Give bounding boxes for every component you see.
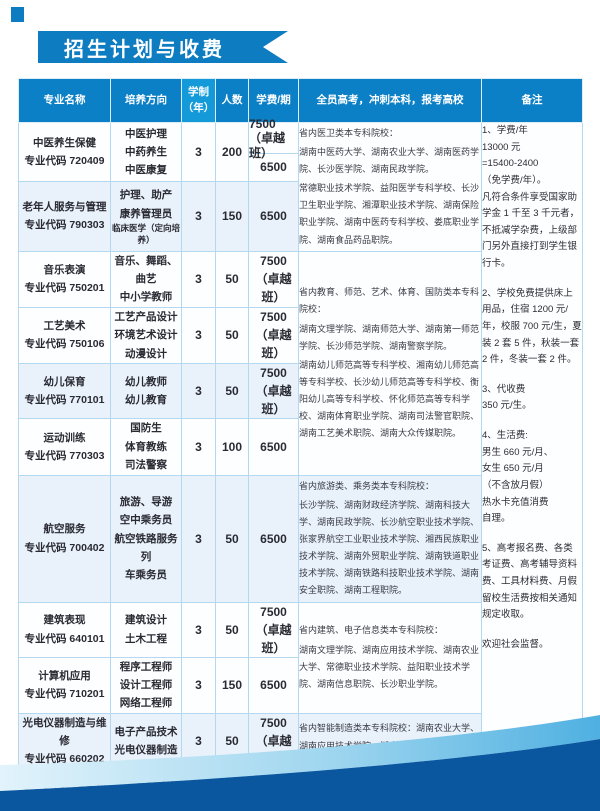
table-row: 计算机应用 专业代码 710201 程序工程师 设计工程师 网络工程师 3 15… — [18, 656, 583, 714]
direction-cell: 中医护理 中药养生 中医康复 — [110, 121, 182, 183]
footer-wave-decoration — [0, 715, 600, 811]
years-cell: 3 — [181, 250, 216, 308]
direction-cell: 幼儿教师 幼儿教育 — [110, 362, 182, 419]
direction-cell: 工艺产品设计 环境艺术设计 动漫设计 — [110, 306, 182, 364]
college-block-aviation: 省内旅游类、乘务类本专科院校： 长沙学院、湖南财政经济学院、湖南科技大学、湖南民… — [298, 474, 482, 603]
section-title: 招生计划与收费 — [64, 38, 225, 61]
major-cell: 老年人服务与管理 专业代码 790303 — [18, 181, 111, 252]
fee-cell: 7500 （卓越班） — [248, 306, 299, 364]
col-header-remark: 备注 — [481, 78, 583, 123]
remark-cell: 1、学费/年 13000 元 =15400-2400 （免学费/年）。 凡符合条… — [481, 122, 583, 811]
major-cell: 计算机应用 专业代码 710201 — [18, 656, 111, 714]
years-cell: 3 — [181, 474, 216, 603]
count-cell: 50 — [215, 601, 249, 658]
major-code: 专业代码 720409 — [24, 155, 105, 168]
section-banner: 招生计划与收费 — [38, 31, 288, 63]
years-cell: 3 — [181, 417, 216, 476]
remark-2: 2、学校免费提供床上用品，住宿 1200 元/年，校服 700 元/生，夏装 2… — [482, 287, 582, 366]
col-header-count: 人数 — [215, 78, 249, 123]
years-cell: 3 — [181, 306, 216, 364]
years-cell: 3 — [181, 121, 216, 183]
major-cell: 航空服务 专业代码 700402 — [18, 474, 111, 603]
count-cell: 150 — [215, 181, 249, 252]
wave-light-band — [0, 715, 600, 791]
years-cell: 3 — [181, 362, 216, 419]
direction-cell: 国防生 体育教练 司法警察 — [110, 417, 182, 476]
count-cell: 50 — [215, 362, 249, 419]
table-row: 中医养生保健 专业代码 720409 中医护理 中药养生 中医康复 3 200 … — [18, 117, 583, 811]
college-block-education: 省内教育、师范、艺术、体育、国防类本专科院校： 湖南文理学院、湖南师范大学、湖南… — [298, 250, 482, 476]
count-cell: 50 — [215, 250, 249, 308]
years-cell: 3 — [181, 181, 216, 252]
table-row: 工艺美术 专业代码 750106 工艺产品设计 环境艺术设计 动漫设计 3 50… — [18, 306, 583, 364]
fee-cell: 6500 — [248, 417, 299, 476]
fee-upper: 7500 （卓越班） — [249, 117, 298, 160]
direction-cell: 护理、助产 康养管理员 临床医学（定向培养） — [110, 181, 182, 252]
table-header-row: 专业名称 培养方向 学制 （年） 人数 学费/期 全员高考，冲刺本科，报考高校 … — [18, 78, 583, 123]
years-cell: 3 — [181, 656, 216, 714]
major-cell: 运动训练 专业代码 770303 — [18, 417, 111, 476]
col-header-years: 学制 （年） — [181, 78, 216, 123]
col-header-colleges: 全员高考，冲刺本科，报考高校 — [298, 78, 482, 123]
major-cell: 中医养生保健 专业代码 720409 — [18, 121, 111, 183]
major-cell: 幼儿保育 专业代码 770101 — [18, 362, 111, 419]
remark-3: 3、代收费 350 元/生。 — [482, 383, 532, 412]
count-cell: 50 — [215, 474, 249, 603]
major-cell: 光电仪器制造与维修 专业代码 660202 — [18, 712, 111, 770]
corner-accent-square — [11, 7, 24, 22]
major-cell: 音乐表演 专业代码 750201 — [18, 250, 111, 308]
remark-welcome: 欢迎社会监督。 — [482, 638, 549, 650]
fee-cell: 6500 — [248, 474, 299, 603]
fee-cell: 7500 （卓越班） — [248, 250, 299, 308]
fee-cell-split: 7500 （卓越班） 6500 — [248, 117, 299, 183]
fee-cell: 6500 — [248, 656, 299, 714]
major-cell: 工艺美术 专业代码 750106 — [18, 306, 111, 364]
fee-cell: 7500 （卓越班） — [248, 362, 299, 419]
table-row: 幼儿保育 专业代码 770101 幼儿教师 幼儿教育 3 50 7500 （卓越… — [18, 362, 583, 419]
count-cell: 200 — [215, 121, 249, 183]
remark-1: 1、学费/年 13000 元 =15400-2400 （免学费/年）。 凡符合条… — [482, 125, 580, 269]
admissions-table: 专业名称 培养方向 学制 （年） 人数 学费/期 全员高考，冲刺本科，报考高校 … — [18, 78, 583, 811]
remark-5: 5、高考报名费、各类考证费、高考辅导资料费、工具材料费、月假留校生活费按相关通知… — [482, 542, 578, 621]
college-block-medical: 省内医卫类本专科院校： 湖南中医药大学、湖南农业大学、湖南医药学院、长沙医学院、… — [298, 122, 482, 252]
count-cell: 100 — [215, 417, 249, 476]
major-name: 中医养生保健 — [33, 136, 96, 149]
col-header-major: 专业名称 — [18, 78, 111, 123]
count-cell: 50 — [215, 306, 249, 364]
college-block-construction-it: 省内建筑、电子信息类本专科院校： 湖南文理学院、湖南应用技术学院、湖南农业大学、… — [298, 601, 482, 714]
fee-lower: 6500 — [260, 159, 287, 174]
fee-cell: 6500 — [248, 181, 299, 252]
wave-dark-band — [0, 739, 600, 811]
direction-cell: 旅游、导游 空中乘务员 航空铁路服务列 车乘务员 — [110, 474, 182, 603]
major-cell: 建筑表现 专业代码 640101 — [18, 601, 111, 658]
table-row: 音乐表演 专业代码 750201 音乐、舞蹈、 曲艺 中小学教师 3 50 75… — [18, 250, 583, 476]
col-header-direction: 培养方向 — [110, 78, 182, 123]
table-row: 建筑表现 专业代码 640101 建筑设计 土木工程 3 50 7500 （卓越… — [18, 601, 583, 714]
fee-cell: 7500 （卓越班） — [248, 601, 299, 658]
table-row: 运动训练 专业代码 770303 国防生 体育教练 司法警察 3 100 650… — [18, 417, 583, 476]
col-header-fee: 学费/期 — [248, 78, 299, 123]
years-cell: 3 — [181, 601, 216, 658]
direction-cell: 音乐、舞蹈、 曲艺 中小学教师 — [110, 250, 182, 308]
direction-cell: 建筑设计 土木工程 — [110, 601, 182, 658]
remark-4: 4、生活费: 男生 660 元/月、 女生 650 元/月 （不含放月假） 热水… — [482, 430, 554, 525]
